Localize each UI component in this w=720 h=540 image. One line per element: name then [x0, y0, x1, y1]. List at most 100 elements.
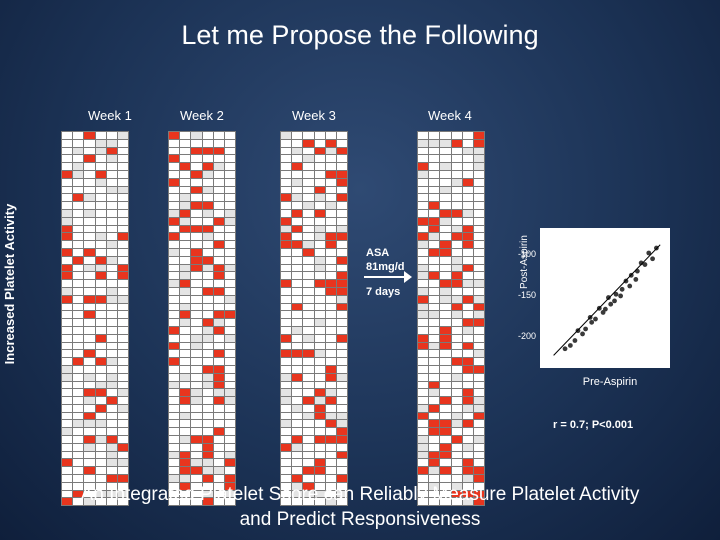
grid-cell: [167, 131, 181, 140]
grid-cell: [190, 216, 203, 226]
grid-cell: [291, 310, 304, 320]
grid-cell: [105, 380, 118, 390]
y-tick-label: -100: [517, 248, 536, 259]
grid-cell: [313, 224, 326, 234]
grid-cell: [472, 310, 486, 320]
grid-cell: [223, 466, 237, 476]
caption-line-2: and Predict Responsiveness: [239, 509, 481, 530]
grid-cell: [116, 388, 130, 398]
grid-cell: [94, 372, 107, 382]
grid-cell: [94, 208, 107, 218]
grid-cell: [335, 286, 349, 296]
grid-cell: [94, 224, 107, 234]
grid-cell: [472, 333, 486, 343]
grid-cell: [416, 403, 430, 413]
grid-cell: [201, 162, 214, 171]
grid-cell: [313, 216, 326, 226]
grid-cell: [439, 154, 452, 164]
y-tick-label: -200: [517, 331, 536, 342]
grid-cell: [324, 435, 337, 444]
scatter-point: [600, 310, 606, 315]
grid-cell: [190, 427, 203, 437]
grid-cell: [416, 325, 430, 335]
grid-cell: [461, 388, 474, 398]
grid-cell: [335, 302, 349, 312]
grid-cell: [72, 411, 85, 421]
grid-cell: [279, 388, 293, 398]
grid-cell: [179, 216, 192, 226]
grid-cell: [223, 411, 237, 421]
grid-cell: [223, 364, 237, 374]
grid-cell: [94, 396, 107, 405]
grid-cell: [313, 271, 326, 281]
grid-cell: [116, 224, 130, 234]
grid-cell: [428, 372, 441, 382]
grid-cell: [60, 333, 74, 343]
grid-cell: [212, 224, 225, 234]
grid-cell: [335, 341, 349, 351]
asa-label: ASA: [366, 247, 390, 259]
grid-cell: [83, 302, 96, 312]
grid-cell: [190, 138, 203, 148]
grid-cell: [302, 302, 315, 312]
grid-cell: [72, 154, 85, 164]
grid-cell: [302, 357, 315, 366]
grid-cell: [461, 349, 474, 359]
grid-cell: [461, 208, 474, 218]
grid-cell: [223, 310, 237, 320]
grid-cell: [302, 388, 315, 398]
grid-cell: [72, 162, 85, 171]
grid-cell: [201, 396, 214, 405]
grid-cell: [416, 177, 430, 187]
grid-cell: [335, 318, 349, 327]
scatter-point: [593, 316, 598, 322]
grid-cell: [167, 263, 181, 273]
grid-cell: [116, 458, 130, 468]
caption-line-1: An Integrated Platelet Score can Reliabl…: [80, 484, 640, 505]
grid-cell: [461, 146, 474, 156]
grid-cell: [461, 138, 474, 148]
grid-cell: [201, 466, 214, 476]
grid-cell: [324, 131, 337, 140]
grid-cell: [324, 208, 337, 218]
grid-cell: [324, 263, 337, 273]
grid-cell: [116, 450, 130, 460]
grid-cell: [279, 255, 293, 265]
grid-cell: [201, 302, 214, 312]
grid-cell: [60, 388, 74, 398]
grid-cell: [190, 318, 203, 327]
grid-cell: [190, 380, 203, 390]
grid-cell: [302, 201, 315, 210]
grid-cell: [291, 427, 304, 437]
grid-cell: [83, 435, 96, 444]
grid-cell: [212, 162, 225, 171]
grid-cell: [291, 263, 304, 273]
grid-cell: [212, 403, 225, 413]
grid-cell: [223, 302, 237, 312]
grid-cell: [439, 279, 452, 288]
grid-cell: [416, 240, 430, 249]
grid-cell: [94, 216, 107, 226]
grid-cell: [335, 364, 349, 374]
grid-cell: [167, 341, 181, 351]
grid-cell: [461, 286, 474, 296]
grid-cell: [472, 185, 486, 195]
grid-cell: [201, 442, 214, 452]
grid-cell: [279, 318, 293, 327]
grid-cell: [279, 349, 293, 359]
grid-cell: [201, 193, 214, 203]
grid-cell: [291, 372, 304, 382]
scatter-point: [562, 346, 568, 352]
grid-cell: [190, 341, 203, 351]
grid-cell: [324, 364, 337, 374]
arrow-right-icon: [364, 271, 412, 283]
grid-cell: [83, 240, 96, 249]
grid-cell: [324, 302, 337, 312]
grid-cell: [116, 154, 130, 164]
grid-cell: [416, 380, 430, 390]
grid-cell: [279, 185, 293, 195]
grid-cell: [461, 357, 474, 366]
grid-cell: [428, 403, 441, 413]
grid-cell: [212, 442, 225, 452]
grid-cell: [190, 263, 203, 273]
